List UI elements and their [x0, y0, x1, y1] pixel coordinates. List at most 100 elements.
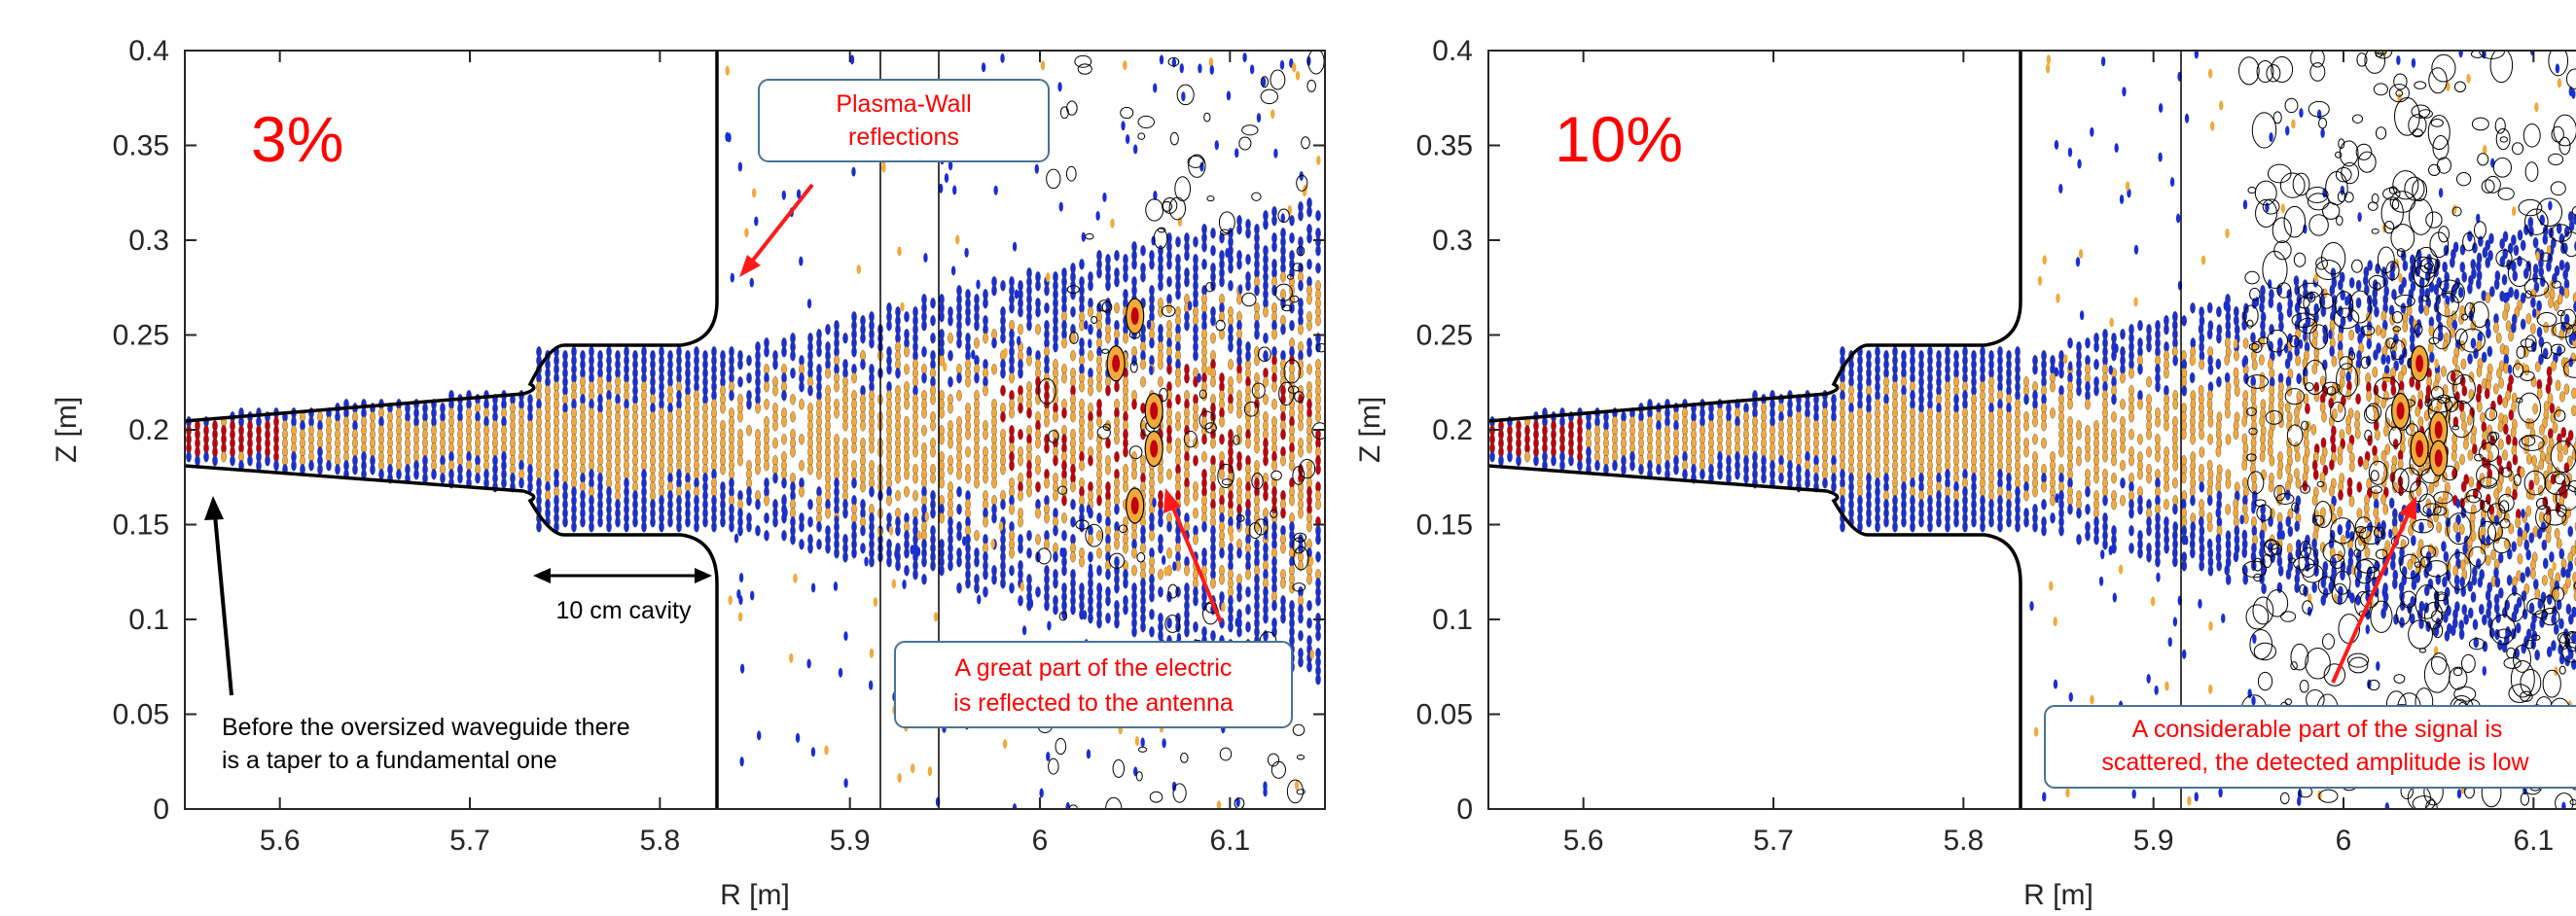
field-blob	[1018, 543, 1023, 554]
annotation-cavity: 10 cm cavity	[533, 568, 712, 628]
field-blob	[1140, 737, 1145, 748]
field-blob	[2111, 411, 2117, 423]
field-blob	[739, 757, 744, 767]
field-blob	[834, 515, 840, 526]
field-blob	[2293, 441, 2300, 453]
field-blob	[965, 578, 971, 589]
field-blob	[1044, 416, 1050, 428]
field-blob	[1221, 602, 1226, 613]
field-blob	[2181, 385, 2188, 397]
field-blob	[912, 490, 918, 502]
field-blob	[1184, 495, 1190, 507]
field-blob	[1289, 232, 1295, 244]
field-blob	[944, 173, 949, 184]
plasma-contour	[1069, 331, 1079, 344]
y-tick-label: 0.3	[128, 225, 169, 257]
field-blob	[1175, 420, 1181, 432]
field-blob	[1280, 508, 1286, 519]
field-blob	[475, 473, 481, 484]
field-peak-core	[1112, 354, 1121, 372]
field-blob	[1079, 320, 1085, 332]
field-blob	[948, 403, 953, 414]
field-blob	[1533, 455, 1539, 467]
field-blob	[2198, 323, 2204, 335]
field-blob	[1026, 407, 1032, 419]
field-blob	[2241, 546, 2248, 558]
field-blob	[1298, 420, 1304, 432]
field-blob	[1219, 469, 1225, 480]
field-blob	[1035, 481, 1041, 493]
field-blob	[2328, 538, 2335, 549]
field-blob	[764, 460, 769, 472]
field-blob	[1175, 289, 1181, 300]
field-blob	[755, 403, 761, 414]
field-blob	[2389, 559, 2396, 571]
field-blob	[1017, 335, 1021, 346]
field-blob	[1000, 385, 1006, 397]
field-blob	[1149, 626, 1155, 638]
field-blob	[1306, 55, 1311, 66]
field-blob	[2294, 468, 2300, 479]
field-blob	[1210, 438, 1216, 449]
field-blob	[1003, 347, 1008, 358]
field-blob	[2365, 372, 2371, 384]
field-blob	[912, 333, 918, 343]
field-blob	[2215, 480, 2222, 493]
field-blob	[930, 394, 936, 405]
field-blob	[1158, 569, 1163, 581]
field-blob	[1256, 113, 1262, 123]
field-blob	[2313, 565, 2319, 578]
field-blob	[1153, 190, 1158, 200]
field-blob	[1280, 324, 1286, 335]
field-blob	[2400, 302, 2407, 314]
field-blob	[2311, 494, 2318, 507]
field-blob	[1105, 569, 1111, 581]
field-blob	[902, 579, 907, 589]
field-blob	[632, 516, 638, 528]
field-blob	[1187, 300, 1193, 311]
field-blob	[2373, 507, 2379, 519]
field-blob	[2375, 325, 2381, 336]
field-blob	[1271, 329, 1277, 340]
field-blob	[1875, 521, 1880, 533]
field-blob	[1061, 565, 1067, 577]
field-blob	[1271, 460, 1277, 472]
field-blob	[2050, 381, 2056, 393]
field-blob	[2303, 454, 2308, 466]
field-blob	[983, 333, 988, 344]
plasma-contour	[1176, 84, 1195, 106]
field-blob	[352, 464, 358, 476]
field-peak-core	[1130, 497, 1139, 514]
field-blob	[939, 311, 945, 323]
field-blob	[1315, 210, 1321, 222]
field-blob	[781, 530, 787, 542]
field-blob	[1096, 495, 1102, 507]
plasma-contour	[1065, 165, 1077, 182]
field-blob	[317, 464, 323, 476]
field-blob	[991, 337, 997, 349]
field-blob	[1294, 780, 1300, 791]
x-tick-label: 6.1	[1209, 825, 1250, 857]
field-blob	[948, 376, 953, 388]
field-blob	[2423, 584, 2430, 597]
plasma-contour	[1075, 519, 1090, 530]
field-blob	[1193, 420, 1199, 432]
field-blob	[1018, 455, 1023, 467]
plasma-contour	[1301, 136, 1310, 150]
field-blob	[1000, 464, 1006, 476]
field-blob	[308, 460, 314, 472]
field-blob	[838, 667, 843, 678]
field-blob	[2268, 480, 2274, 493]
field-blob	[1018, 429, 1023, 440]
field-blob	[2381, 380, 2387, 392]
plasma-contour	[1221, 478, 1234, 486]
field-blob	[1193, 490, 1199, 502]
plasma-contour	[1118, 524, 1128, 534]
field-blob	[2241, 459, 2248, 471]
field-blob	[1175, 394, 1181, 405]
field-blob	[1219, 276, 1225, 288]
field-blob	[1161, 554, 1166, 565]
field-blob	[1026, 486, 1032, 498]
field-blob	[806, 658, 811, 669]
field-blob	[956, 337, 962, 349]
